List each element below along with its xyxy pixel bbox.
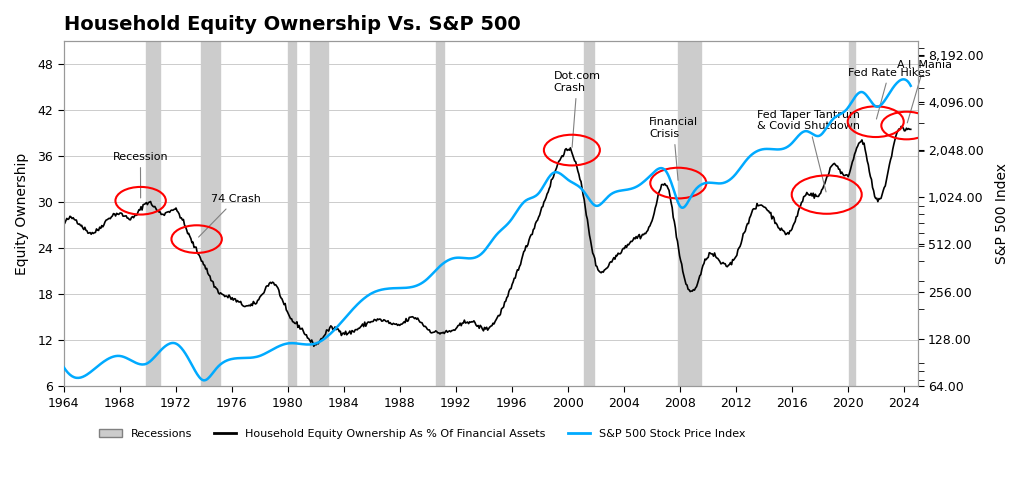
Bar	[849, 41, 855, 386]
Text: Household Equity Ownership Vs. S&P 500: Household Equity Ownership Vs. S&P 500	[63, 15, 520, 34]
Bar	[585, 41, 594, 386]
Bar	[201, 41, 220, 386]
Text: Fed Taper Tantrum
& Covid Shutdown: Fed Taper Tantrum & Covid Shutdown	[757, 110, 860, 192]
Y-axis label: S&P 500 Index: S&P 500 Index	[995, 164, 1009, 264]
Text: Dot.com
Crash: Dot.com Crash	[554, 72, 601, 147]
Legend: Recessions, Household Equity Ownership As % Of Financial Assets, S&P 500 Stock P: Recessions, Household Equity Ownership A…	[95, 424, 750, 443]
Text: Financial
Crisis: Financial Crisis	[649, 118, 698, 180]
Bar	[436, 41, 444, 386]
Y-axis label: Equity Ownership: Equity Ownership	[15, 153, 29, 275]
Text: Fed Rate Hikes: Fed Rate Hikes	[848, 68, 931, 119]
Bar	[310, 41, 329, 386]
Bar	[146, 41, 160, 386]
Text: Recession: Recession	[113, 152, 168, 198]
Text: A.I. Mania: A.I. Mania	[897, 60, 951, 123]
Bar	[288, 41, 296, 386]
Bar	[678, 41, 700, 386]
Text: 74 Crash: 74 Crash	[199, 194, 260, 237]
